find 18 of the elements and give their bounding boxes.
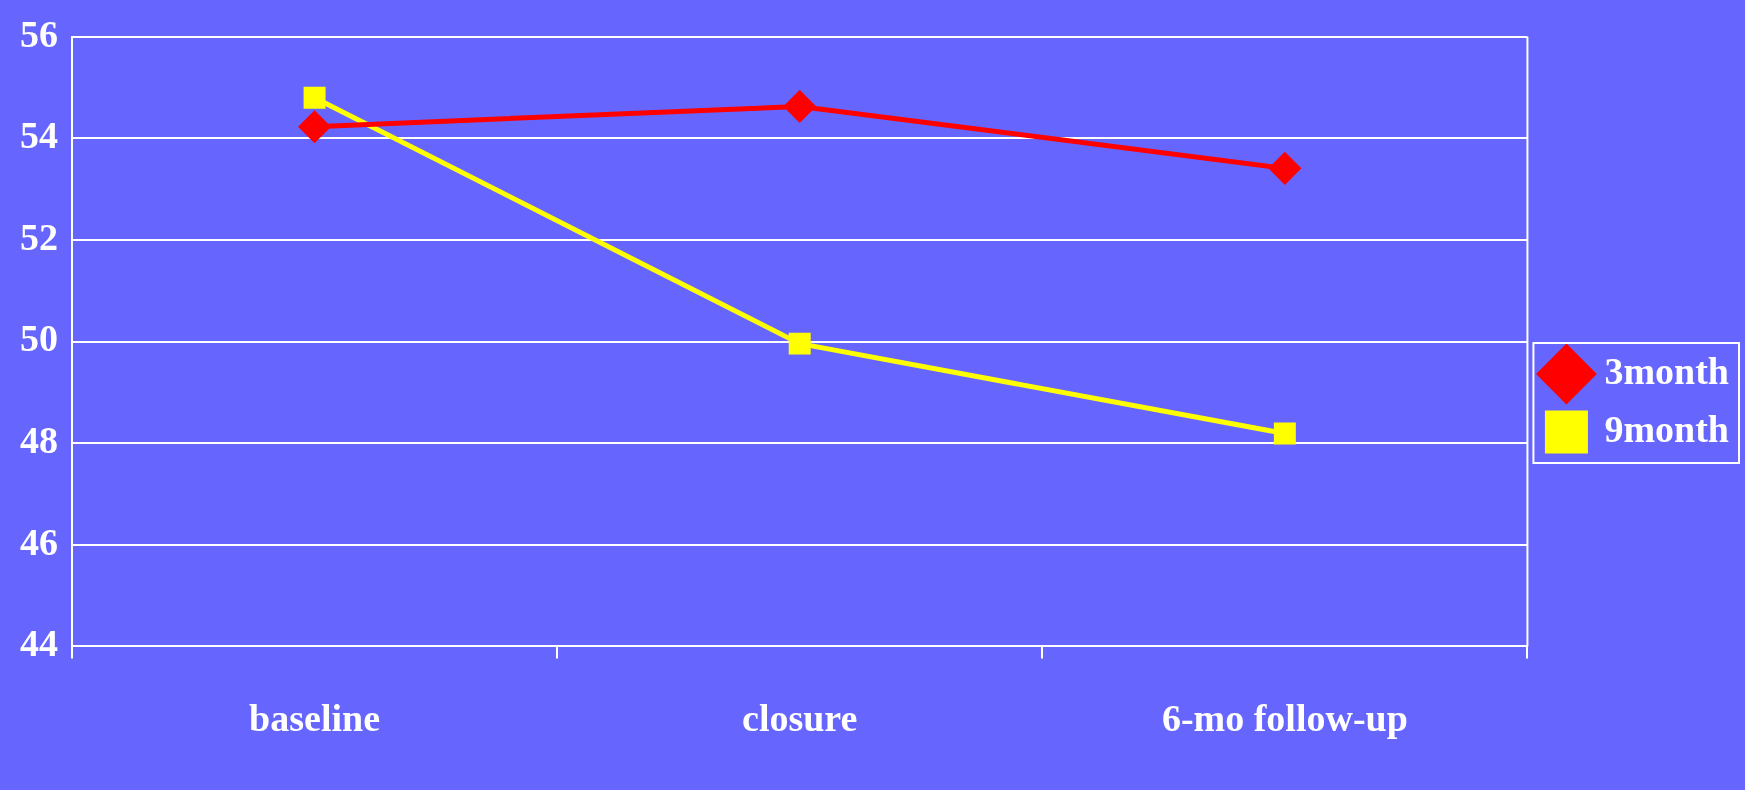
x-tick-label: closure: [742, 697, 858, 740]
x-tick-label: 6-mo follow-up: [1161, 697, 1408, 740]
point: [788, 332, 811, 355]
point: [303, 86, 326, 109]
y-tick-label: 46: [20, 520, 58, 563]
y-tick-label: 54: [20, 114, 58, 157]
y-tick-label: 48: [20, 419, 58, 462]
point: [299, 111, 331, 143]
point: [1269, 152, 1301, 184]
y-tick-label: 50: [20, 317, 58, 360]
legend-label: 3month: [1604, 349, 1729, 392]
legend-label: 9month: [1604, 407, 1729, 450]
point: [1273, 422, 1296, 445]
y-tick-label: 56: [20, 12, 58, 55]
y-tick-label: 44: [20, 622, 58, 665]
y-tick-label: 52: [20, 215, 58, 258]
x-tick-label: baseline: [249, 697, 381, 740]
point: [784, 90, 816, 122]
